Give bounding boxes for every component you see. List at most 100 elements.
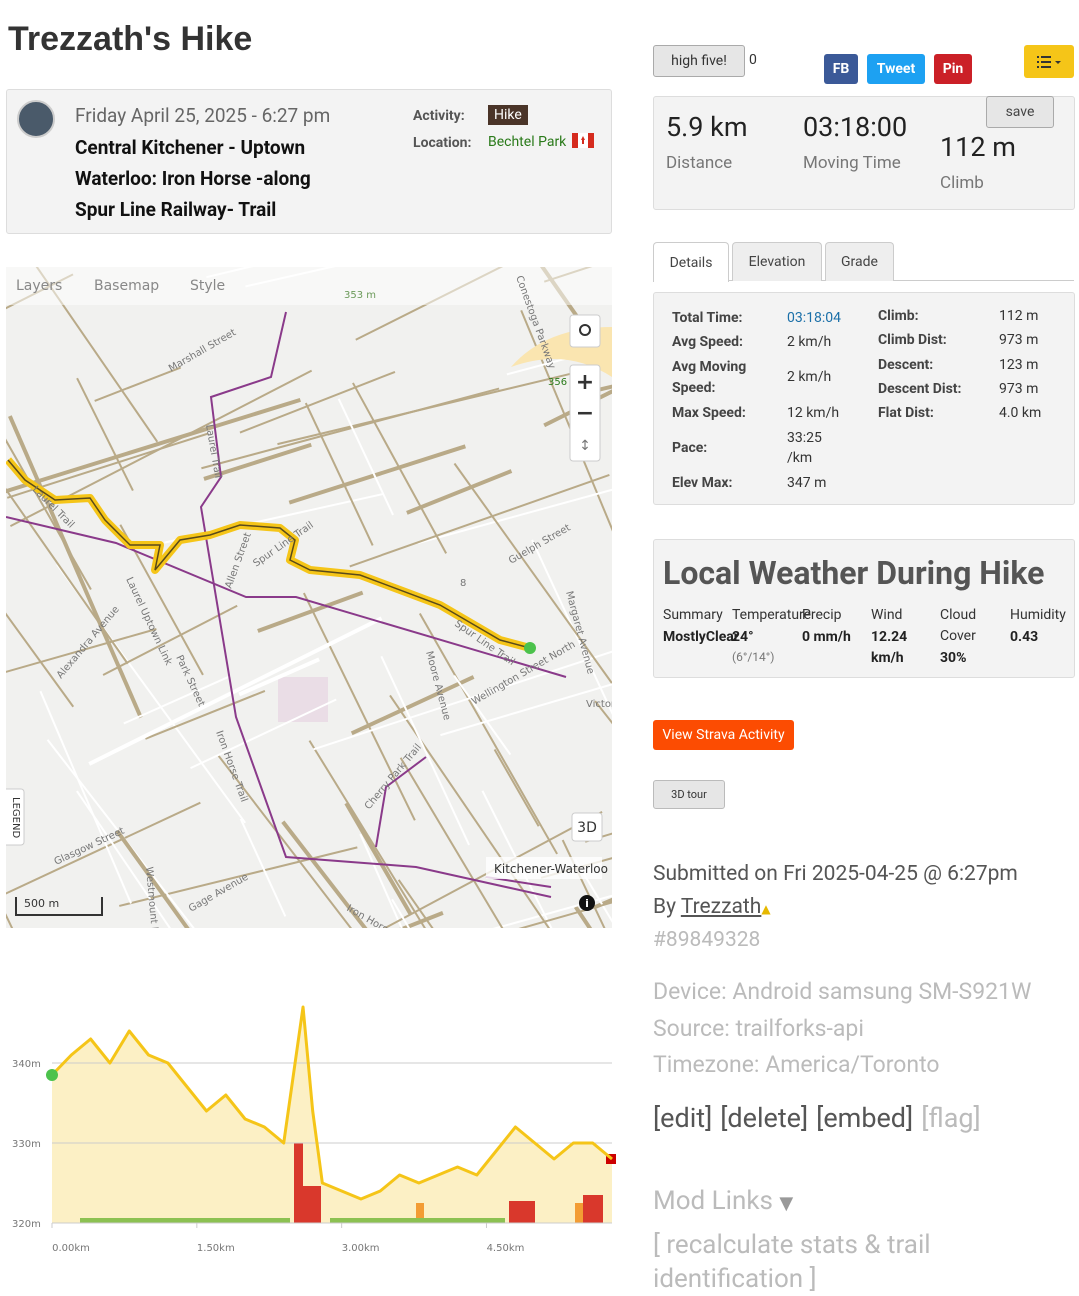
map-label: 356 xyxy=(548,377,567,388)
map-control: Layers xyxy=(16,278,62,294)
submitted-line: Submitted on Fri 2025-04-25 @ 6:27pm xyxy=(653,862,1018,886)
street xyxy=(573,905,593,928)
high-five-button[interactable]: high five! xyxy=(653,45,745,77)
detail-label: Descent Dist: xyxy=(878,380,962,397)
street xyxy=(359,833,403,928)
street xyxy=(492,894,612,928)
street xyxy=(123,675,231,725)
detail-value: 112 m xyxy=(999,308,1039,324)
street xyxy=(574,858,612,923)
by-text: By xyxy=(653,895,677,919)
detail-value: 123 m xyxy=(999,356,1039,373)
weather-card: Local Weather During Hike xyxy=(653,539,1075,678)
map-label: Victoria xyxy=(586,699,612,710)
high-five-text: high five! xyxy=(671,53,727,69)
detail-value: 973 m xyxy=(999,380,1039,397)
stat-label: Moving Time xyxy=(803,153,901,173)
street xyxy=(119,846,358,907)
strava-button[interactable]: View Strava Activity xyxy=(653,720,794,750)
date: Friday April 25, 2025 - 6:27 pm xyxy=(75,104,331,127)
avatar[interactable] xyxy=(17,100,55,138)
map-control: Basemap xyxy=(94,278,159,294)
submitted-by: By Trezzath▲ xyxy=(653,895,771,919)
tab[interactable]: Grade xyxy=(825,242,894,281)
street xyxy=(397,879,434,928)
detail-label: Elev Max: xyxy=(672,475,733,491)
street xyxy=(203,442,312,481)
street xyxy=(39,690,132,904)
street xyxy=(440,683,612,737)
detail-label: Climb Dist: xyxy=(878,332,947,349)
detail-label: Flat Dist: xyxy=(878,405,934,422)
weather-value: 24° xyxy=(732,629,754,645)
x-tick-label: 0.00km xyxy=(52,1243,90,1254)
street xyxy=(281,820,368,928)
menu-button[interactable] xyxy=(1024,45,1074,78)
tweet-text: Tweet xyxy=(876,61,916,77)
street xyxy=(145,689,266,740)
trail-name: Central Kitchener - Uptown Waterloo: Iro… xyxy=(75,136,311,221)
street xyxy=(102,604,238,676)
street xyxy=(481,790,553,928)
weather-label: Precip xyxy=(802,607,842,623)
pin-button[interactable]: Pin xyxy=(934,54,972,84)
map-label: 353 m xyxy=(344,290,376,301)
meta-line: Timezone: America/Toronto xyxy=(653,1051,940,1078)
map-bg xyxy=(6,267,612,928)
street xyxy=(399,757,504,928)
recalc-link[interactable]: [ recalculate stats & trail identificati… xyxy=(653,1230,931,1294)
street xyxy=(190,698,337,770)
street xyxy=(238,657,320,697)
tab[interactable]: Elevation xyxy=(732,242,822,281)
warn-icon: ▲ xyxy=(761,902,771,916)
mod-title: Mod Links xyxy=(653,1186,773,1216)
action-link[interactable]: [embed] xyxy=(816,1102,914,1134)
stat-value: 03:18:00 xyxy=(803,111,908,143)
stat-value: 112 m xyxy=(940,131,1016,163)
user-link[interactable]: Trezzath xyxy=(680,895,762,919)
save-button[interactable]: save xyxy=(986,96,1054,128)
weather-value: 0.43 xyxy=(1010,629,1039,645)
svg-text:i: i xyxy=(585,897,589,910)
detail-value: 2 km/h xyxy=(787,369,832,385)
pin-text: Pin xyxy=(942,61,964,77)
actions: [edit] [delete] [embed] [flag] xyxy=(653,1102,989,1134)
strava-text: View Strava Activity xyxy=(662,727,785,743)
map-toolbar xyxy=(6,267,612,305)
street xyxy=(493,749,540,827)
mod-links[interactable]: Mod Links ▼ xyxy=(653,1186,793,1216)
map-controls: + − ↕ i xyxy=(6,314,603,916)
action-link[interactable]: [delete] xyxy=(720,1102,809,1134)
fb-button[interactable]: FB xyxy=(824,54,858,84)
detail-value: 347 m xyxy=(787,475,827,491)
detail-value: 4.0 km xyxy=(999,405,1042,422)
street xyxy=(308,740,426,928)
street xyxy=(518,901,612,928)
tour-button[interactable]: 3D tour xyxy=(653,780,725,809)
elevation-line xyxy=(50,1005,613,1201)
street xyxy=(453,462,612,685)
weather-label: Summary xyxy=(663,607,723,623)
map-control: Style xyxy=(190,278,225,294)
activity-id: #89849328 xyxy=(653,928,761,952)
flag-icon xyxy=(572,133,594,148)
street xyxy=(304,402,374,546)
detail-label: Total Time: xyxy=(672,310,743,326)
tab[interactable]: Details xyxy=(653,242,729,282)
stat-label: Climb xyxy=(940,173,984,193)
meta-line: Source: trailforks-api xyxy=(653,1014,864,1042)
map[interactable]: + − ↕ i Layers Basemap Style 3D LEGEND 500 m 3… xyxy=(6,267,612,928)
location-link[interactable]: Bechtel Park xyxy=(488,134,567,150)
detail-label: Climb: xyxy=(878,308,919,324)
route-center xyxy=(7,459,531,649)
street xyxy=(302,592,416,821)
street xyxy=(6,801,201,895)
action-link[interactable]: [flag] xyxy=(921,1102,981,1134)
street xyxy=(6,628,157,673)
tweet-button[interactable]: Tweet xyxy=(867,54,925,84)
street xyxy=(8,415,143,719)
street xyxy=(352,382,448,554)
action-link[interactable]: [edit] xyxy=(653,1102,713,1134)
weather-label: Humidity xyxy=(1010,607,1066,623)
